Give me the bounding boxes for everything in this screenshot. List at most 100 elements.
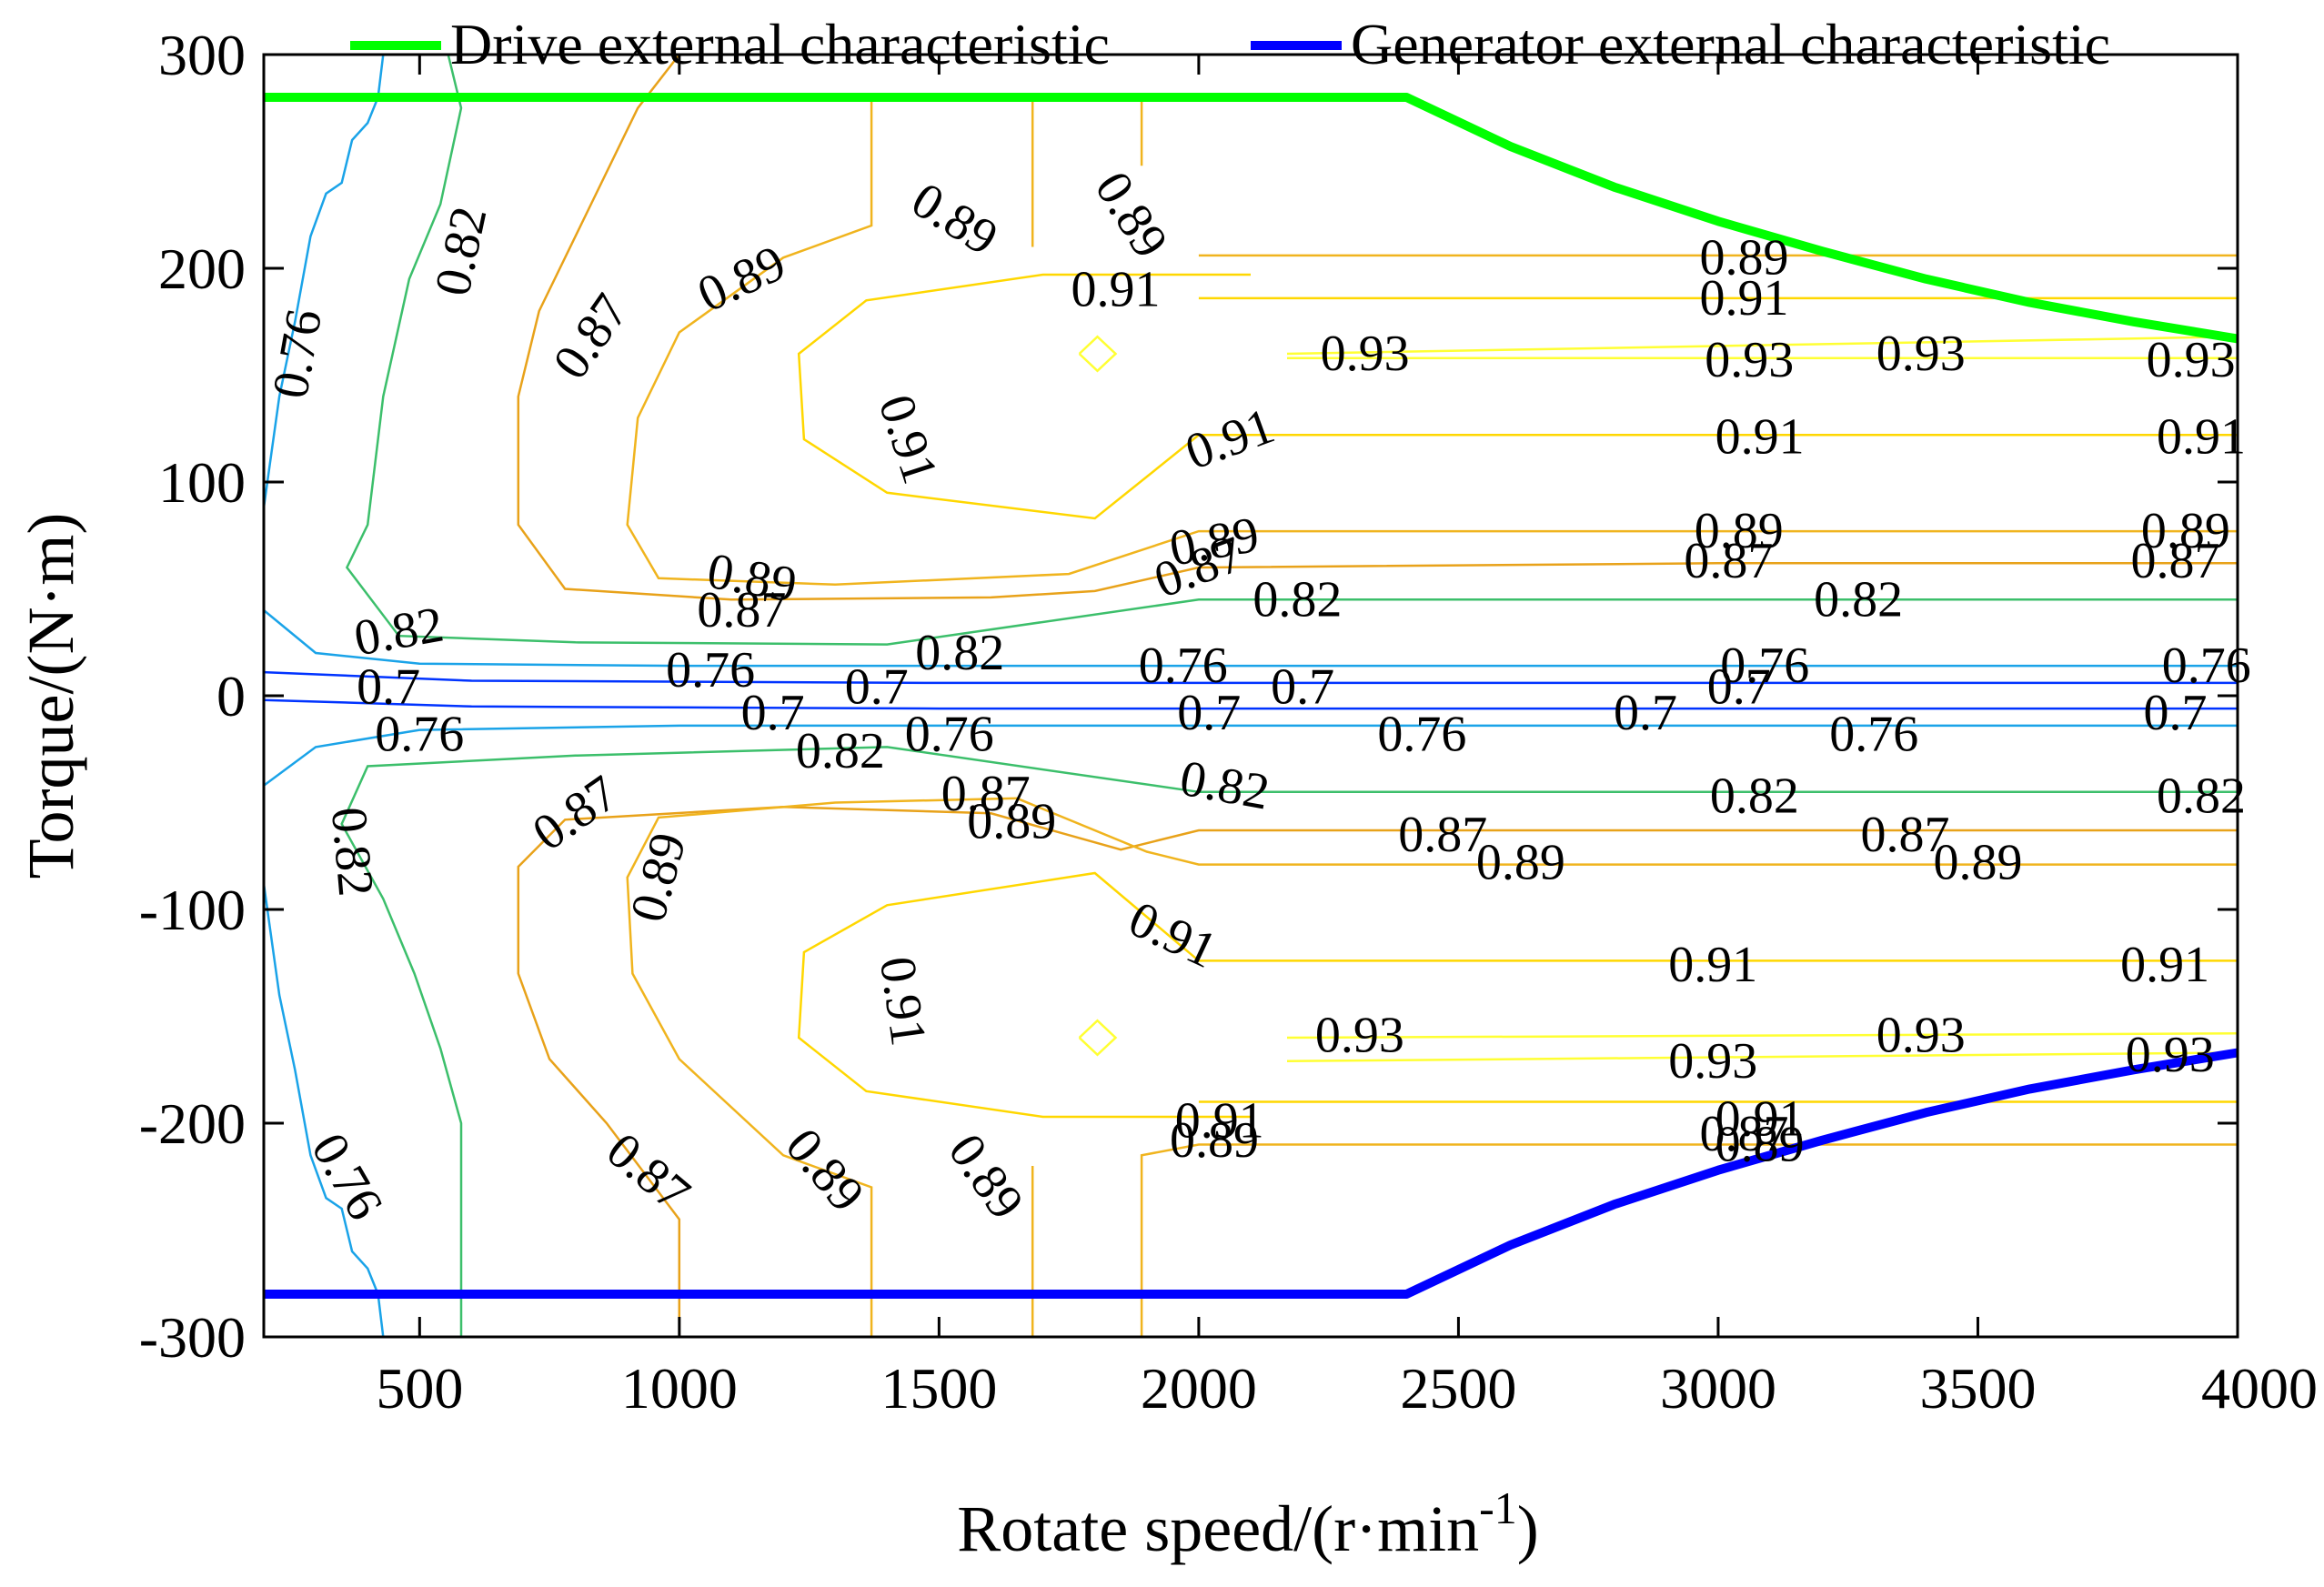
legend-label-generator: Generator external characteristic bbox=[1351, 12, 2110, 76]
y-tick-label: -200 bbox=[139, 1091, 246, 1156]
contour-label: 0.7 bbox=[1271, 659, 1334, 716]
x-tick-label: 3500 bbox=[1919, 1356, 2036, 1421]
contour-label: 0.76 bbox=[905, 706, 994, 762]
contour-label: 0.7 bbox=[2144, 685, 2208, 741]
contour-line-0.87-9 bbox=[517, 805, 2238, 1337]
y-tick-label: 0 bbox=[216, 664, 246, 728]
y-tick-label: -300 bbox=[139, 1305, 246, 1370]
contour-label: 0.82 bbox=[915, 625, 1004, 681]
contour-label: 0.7 bbox=[1707, 659, 1771, 716]
contour-line-0.82-6 bbox=[345, 54, 2238, 646]
contour-label: 0.76 bbox=[1139, 638, 1228, 694]
contour-label: 0.7 bbox=[741, 685, 805, 741]
contour-label: 0.93 bbox=[1315, 1008, 1404, 1064]
contour-label: 0.93 bbox=[1668, 1033, 1757, 1090]
x-tick-label: 1500 bbox=[880, 1356, 997, 1421]
x-tick-label: 2000 bbox=[1141, 1356, 1257, 1421]
contour-label: 0.89 bbox=[1715, 1117, 1805, 1173]
contour-label: 0.82 bbox=[1710, 768, 1799, 824]
x-axis-ticks: 500 1000 1500 2000 2500 3000 3500 4000 bbox=[376, 55, 2318, 1421]
y-tick-label: 200 bbox=[158, 236, 246, 301]
x-axis-title-close: ) bbox=[1517, 1492, 1539, 1565]
contour-label: 0.7 bbox=[357, 659, 420, 716]
y-tick-label: 100 bbox=[158, 450, 246, 515]
contour-line-0.91-17 bbox=[797, 273, 2238, 520]
y-axis-ticks: -300 -200 -100 0 100 200 300 bbox=[139, 23, 2238, 1370]
contour-label: 0.76 bbox=[666, 642, 755, 698]
contour-line-0.76-5 bbox=[262, 883, 385, 1338]
contour-label: 0.87 bbox=[1700, 1106, 1789, 1162]
contour-label: 0.87 bbox=[697, 582, 786, 638]
characteristic-curves bbox=[264, 93, 2238, 1299]
contour-line-0.93-26 bbox=[1078, 1019, 1118, 1057]
contour-label: 0.93 bbox=[1321, 326, 1410, 382]
contour-label: 0.93 bbox=[1876, 1008, 1966, 1064]
contour-label: 0.76 bbox=[375, 706, 464, 762]
contour-label: 0.93 bbox=[1876, 326, 1966, 382]
contour-line-0.93-24 bbox=[1286, 1051, 2238, 1063]
y-tick-label: 300 bbox=[158, 23, 246, 87]
contour-label: 0.91 bbox=[1668, 937, 1757, 993]
contour-label: 0.7 bbox=[1614, 685, 1677, 741]
x-axis-title-superscript: -1 bbox=[1479, 1482, 1517, 1533]
contour-label: 0.91 bbox=[1071, 262, 1161, 318]
y-tick-label: -100 bbox=[139, 878, 246, 942]
contour-label: 0.93 bbox=[2147, 332, 2236, 388]
contour-line-0.7-1 bbox=[263, 698, 2238, 710]
x-tick-label: 500 bbox=[376, 1356, 463, 1421]
contour-label: 0.91 bbox=[1700, 270, 1789, 326]
contour-label: 0.93 bbox=[2126, 1027, 2215, 1083]
contour-label: 0.91 bbox=[1175, 1093, 1264, 1150]
contour-label: 0.89 bbox=[1700, 229, 1789, 286]
contour-label: 0.87 bbox=[1398, 807, 1487, 863]
contour-label: 0.76 bbox=[2162, 638, 2251, 694]
contour-label: 0.89 bbox=[967, 794, 1056, 850]
contour-label: 0.82 bbox=[796, 723, 885, 779]
y-axis-title: Torque/(N·m) bbox=[15, 513, 87, 879]
contour-label: 0.91 bbox=[869, 953, 937, 1050]
contour-label: 0.87 bbox=[941, 766, 1031, 822]
contour-line-0.7-0 bbox=[263, 670, 2238, 685]
contour-line-0.93-21 bbox=[1286, 335, 2238, 356]
contour-line-0.93-22 bbox=[1286, 1032, 2238, 1040]
contour-line-0.89-15 bbox=[1140, 1143, 2238, 1337]
contour-label: 0.89 bbox=[1934, 834, 2023, 890]
x-axis-title: Rotate speed/(r·min-1) bbox=[957, 1482, 1538, 1565]
contour-label: 0.82 bbox=[2157, 768, 2246, 824]
contour-label: 0.89 bbox=[1476, 834, 1565, 890]
contour-line-0.82-7 bbox=[340, 746, 2238, 1337]
contour-label: 0.76 bbox=[1829, 706, 1918, 762]
x-tick-label: 4000 bbox=[2201, 1356, 2318, 1421]
contour-line-0.76-2 bbox=[263, 609, 2238, 668]
contour-label: 0.91 bbox=[1715, 409, 1805, 466]
contour-line-0.76-4 bbox=[262, 54, 385, 508]
contour-label: 0.89 bbox=[1170, 1112, 1259, 1169]
contour-label: 0.87 bbox=[1861, 807, 1950, 863]
legend: Drive external characteristic Generator … bbox=[350, 12, 2110, 76]
contour-line-0.89-11 bbox=[626, 797, 2238, 1337]
legend-label-drive: Drive external characteristic bbox=[450, 12, 1110, 76]
contour-line-0.89-10 bbox=[626, 97, 2238, 587]
contour-label: 0.93 bbox=[1705, 332, 1794, 388]
contour-label: 0.76 bbox=[1720, 638, 1809, 694]
contour-label: 0.91 bbox=[2120, 937, 2209, 993]
contour-label: 0.82 bbox=[320, 805, 384, 899]
x-tick-label: 1000 bbox=[621, 1356, 738, 1421]
contour-label: 0.7 bbox=[1177, 685, 1241, 741]
drive-characteristic-line bbox=[264, 93, 2238, 344]
x-tick-label: 2500 bbox=[1400, 1356, 1516, 1421]
contour-label: 0.89 bbox=[2141, 503, 2230, 559]
contour-label: 0.82 bbox=[1814, 571, 1903, 628]
contour-line-0.93-25 bbox=[1078, 335, 1118, 373]
contour-label: 0.89 bbox=[1695, 503, 1784, 559]
generator-characteristic-line bbox=[264, 1048, 2238, 1299]
contour-label: 0.87 bbox=[2131, 533, 2220, 589]
contour-label: 0.91 bbox=[1715, 1090, 1805, 1147]
contour-label: 0.7 bbox=[845, 659, 909, 716]
contour-line-0.91-18 bbox=[797, 871, 2238, 1119]
x-axis-title-main: Rotate speed/(r·min bbox=[957, 1492, 1479, 1565]
contour-lines bbox=[262, 54, 2238, 1338]
x-tick-label: 3000 bbox=[1660, 1356, 1776, 1421]
contour-label: 0.76 bbox=[1377, 706, 1466, 762]
plot-background bbox=[264, 55, 2238, 1337]
